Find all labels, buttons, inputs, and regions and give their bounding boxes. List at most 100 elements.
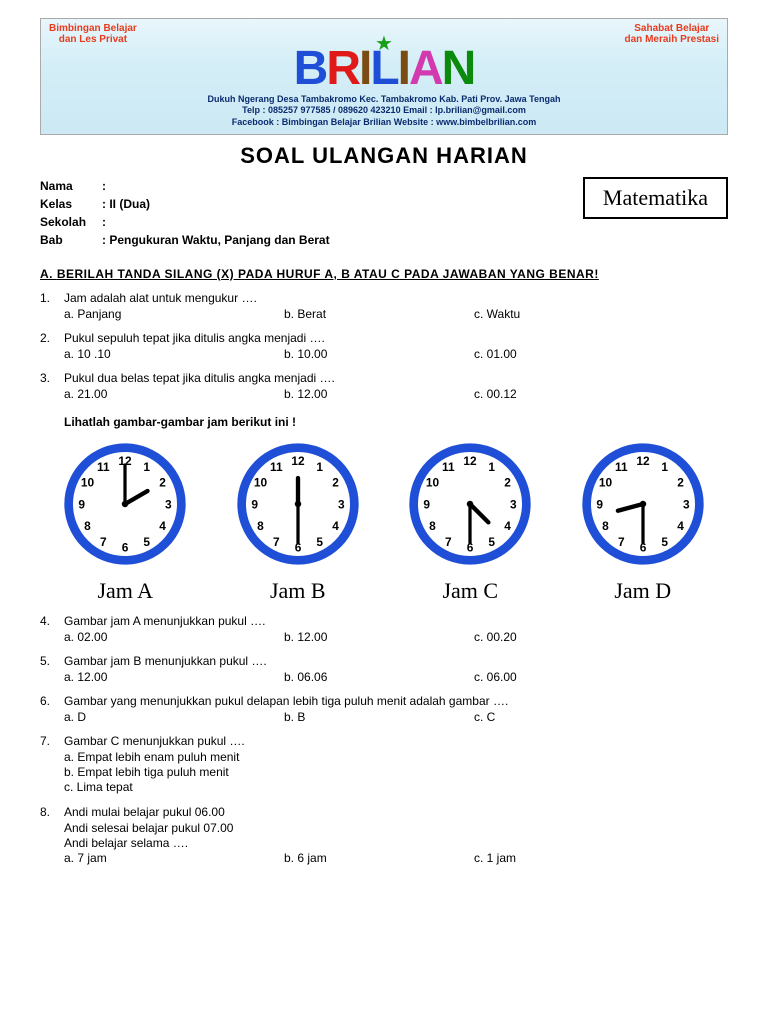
svg-text:10: 10 <box>599 475 613 489</box>
svg-text:5: 5 <box>316 535 323 549</box>
question-options: a. 02.00b. 12.00c. 00.20 <box>64 630 728 644</box>
clock-icon: 123456789101112 <box>578 439 708 569</box>
meta-sekolah-value: : <box>102 215 106 229</box>
option: a. Panjang <box>64 307 284 321</box>
option: a. 02.00 <box>64 630 284 644</box>
clock-icon: 123456789101112 <box>60 439 190 569</box>
option: a. 21.00 <box>64 387 284 401</box>
svg-text:1: 1 <box>661 460 668 474</box>
clock-column: 123456789101112Jam C <box>389 439 552 604</box>
banner: Bimbingan Belajar dan Les Privat Sahabat… <box>40 18 728 135</box>
question: 6.Gambar yang menunjukkan pukul delapan … <box>40 694 728 724</box>
question: 3.Pukul dua belas tepat jika ditulis ang… <box>40 371 728 401</box>
option: b. 10.00 <box>284 347 474 361</box>
subject-box: Matematika <box>583 177 728 219</box>
question-sublines: a. Empat lebih enam puluh menitb. Empat … <box>64 750 728 794</box>
section-instruction: A. BERILAH TANDA SILANG (X) PADA HURUF A… <box>40 267 728 281</box>
option: a. 7 jam <box>64 851 284 865</box>
clock-icon: 123456789101112 <box>233 439 363 569</box>
svg-text:7: 7 <box>100 535 107 549</box>
question-options: a. Panjangb. Beratc. Waktu <box>64 307 728 321</box>
question-prompt: Pukul dua belas tepat jika ditulis angka… <box>64 371 728 385</box>
option: b. Berat <box>284 307 474 321</box>
instruction-text: BERILAH TANDA SILANG (X) PADA HURUF A, B… <box>57 267 599 281</box>
question: 2.Pukul sepuluh tepat jika ditulis angka… <box>40 331 728 361</box>
banner-left-text: Bimbingan Belajar dan Les Privat <box>49 23 137 45</box>
question-prompt: Gambar yang menunjukkan pukul delapan le… <box>64 694 728 708</box>
question-number: 5. <box>40 654 64 684</box>
question: 1.Jam adalah alat untuk mengukur ….a. Pa… <box>40 291 728 321</box>
svg-text:3: 3 <box>683 497 690 511</box>
clock-label: Jam B <box>217 578 380 604</box>
svg-text:11: 11 <box>97 460 110 474</box>
banner-info-3: Facebook : Bimbingan Belajar Brilian Web… <box>49 117 719 128</box>
question-body: Gambar C menunjukkan pukul …. a. Empat le… <box>64 734 728 795</box>
svg-text:2: 2 <box>332 475 339 489</box>
meta-kelas-value: : II (Dua) <box>102 197 150 211</box>
question-number: 6. <box>40 694 64 724</box>
question-number: 7. <box>40 734 64 795</box>
svg-text:8: 8 <box>257 519 264 533</box>
questions-4-8: 4.Gambar jam A menunjukkan pukul …. a. 02… <box>40 614 728 865</box>
clock-column: 123456789101112Jam B <box>217 439 380 604</box>
banner-info-2: Telp : 085257 977585 / 089620 423210 Ema… <box>49 105 719 116</box>
question-prompt: Gambar jam A menunjukkan pukul …. <box>64 614 728 628</box>
svg-text:8: 8 <box>429 519 436 533</box>
svg-text:10: 10 <box>254 475 268 489</box>
svg-text:5: 5 <box>661 535 668 549</box>
question-options: a. 21.00b. 12.00c. 00.12 <box>64 387 728 401</box>
brilian-letter: N <box>442 41 475 96</box>
question-subline: c. Lima tepat <box>64 780 728 794</box>
question-body: Andi mulai belajar pukul 06.00Andi seles… <box>64 805 728 865</box>
svg-text:7: 7 <box>618 535 625 549</box>
option: c. 1 jam <box>474 851 728 865</box>
svg-text:1: 1 <box>316 460 323 474</box>
question-number: 4. <box>40 614 64 644</box>
svg-text:3: 3 <box>165 497 172 511</box>
question: 5.Gambar jam B menunjukkan pukul ….a. 12… <box>40 654 728 684</box>
brilian-letter: B <box>294 41 327 96</box>
option: a. 12.00 <box>64 670 284 684</box>
worksheet-page: Bimbingan Belajar dan Les Privat Sahabat… <box>0 0 768 1024</box>
svg-text:9: 9 <box>251 497 258 511</box>
question: 4.Gambar jam A menunjukkan pukul …. a. 02… <box>40 614 728 644</box>
svg-text:2: 2 <box>677 475 684 489</box>
svg-text:4: 4 <box>332 519 339 533</box>
svg-text:11: 11 <box>615 460 628 474</box>
star-icon: ★ <box>375 31 393 56</box>
banner-left-2: dan Les Privat <box>49 34 137 45</box>
svg-text:10: 10 <box>81 475 95 489</box>
question-body: Gambar yang menunjukkan pukul delapan le… <box>64 694 728 724</box>
svg-text:7: 7 <box>445 535 452 549</box>
banner-right-1: Sahabat Belajar <box>625 23 719 34</box>
clock-column: 123456789101112Jam D <box>562 439 725 604</box>
meta-block: Nama: Kelas: II (Dua) Sekolah: Bab: Peng… <box>40 177 330 249</box>
clock-icon: 123456789101112 <box>405 439 535 569</box>
document-title: SOAL ULANGAN HARIAN <box>40 143 728 169</box>
svg-text:5: 5 <box>144 535 151 549</box>
brilian-letter: I <box>398 41 409 96</box>
banner-info: Dukuh Ngerang Desa Tambakromo Kec. Tamba… <box>49 94 719 128</box>
svg-text:9: 9 <box>424 497 431 511</box>
meta-kelas-label: Kelas <box>40 195 102 213</box>
svg-text:11: 11 <box>270 460 283 474</box>
option: c. 06.00 <box>474 670 728 684</box>
svg-text:3: 3 <box>338 497 345 511</box>
banner-info-1: Dukuh Ngerang Desa Tambakromo Kec. Tamba… <box>49 94 719 105</box>
option: b. 6 jam <box>284 851 474 865</box>
clocks-row: 123456789101112Jam A123456789101112Jam B… <box>44 439 724 604</box>
question-prompt: Pukul sepuluh tepat jika ditulis angka m… <box>64 331 728 345</box>
option: b. 12.00 <box>284 387 474 401</box>
option: a. D <box>64 710 284 724</box>
question-subline: a. Empat lebih enam puluh menit <box>64 750 728 764</box>
question-options: a. Db. Bc. C <box>64 710 728 724</box>
question-prompt: Andi mulai belajar pukul 06.00 <box>64 805 728 819</box>
svg-text:12: 12 <box>636 454 650 468</box>
question-subline: b. Empat lebih tiga puluh menit <box>64 765 728 779</box>
banner-left-1: Bimbingan Belajar <box>49 23 137 34</box>
question-body: Pukul dua belas tepat jika ditulis angka… <box>64 371 728 401</box>
questions-1-3: 1.Jam adalah alat untuk mengukur ….a. Pa… <box>40 291 728 401</box>
question-prompt: Gambar C menunjukkan pukul …. <box>64 734 728 748</box>
question-options: a. 12.00b. 06.06c. 06.00 <box>64 670 728 684</box>
option: b. 12.00 <box>284 630 474 644</box>
